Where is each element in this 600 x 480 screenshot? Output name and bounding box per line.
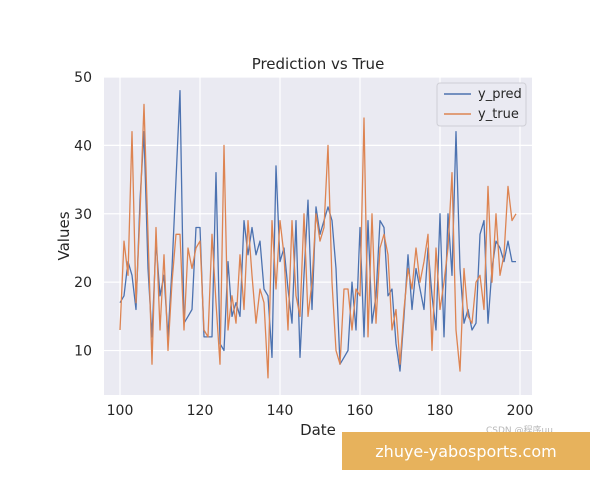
y-tick-label: 10 bbox=[74, 344, 92, 360]
y-tick-label: 50 bbox=[74, 70, 92, 86]
legend-label-y-true: y_true bbox=[478, 107, 519, 122]
x-axis-title: Date bbox=[300, 421, 336, 439]
x-tick-label: 160 bbox=[347, 403, 374, 419]
csdn-watermark: CSDN @程序uu bbox=[486, 426, 553, 436]
chart-title: Prediction vs True bbox=[252, 55, 385, 73]
series-line-y-true bbox=[119, 103, 517, 379]
y-tick-labels: 10 20 30 40 50 bbox=[74, 70, 92, 360]
series-line-y-pred bbox=[119, 90, 516, 372]
y-tick-label: 20 bbox=[74, 275, 92, 291]
legend: y_pred y_true bbox=[436, 82, 527, 127]
site-banner: zhuye-yabosports.com bbox=[342, 432, 590, 470]
x-tick-label: 140 bbox=[267, 403, 294, 419]
series-lines bbox=[119, 90, 517, 379]
y-tick-label: 30 bbox=[74, 207, 92, 223]
x-tick-label: 180 bbox=[427, 403, 454, 419]
x-tick-label: 100 bbox=[107, 403, 134, 419]
y-axis-title: Values bbox=[55, 211, 73, 260]
x-tick-label: 200 bbox=[507, 403, 534, 419]
y-tick-label: 40 bbox=[74, 138, 92, 154]
legend-label-y-pred: y_pred bbox=[478, 87, 522, 102]
x-tick-labels: 100 120 140 160 180 200 bbox=[107, 403, 534, 419]
x-tick-label: 120 bbox=[187, 403, 214, 419]
